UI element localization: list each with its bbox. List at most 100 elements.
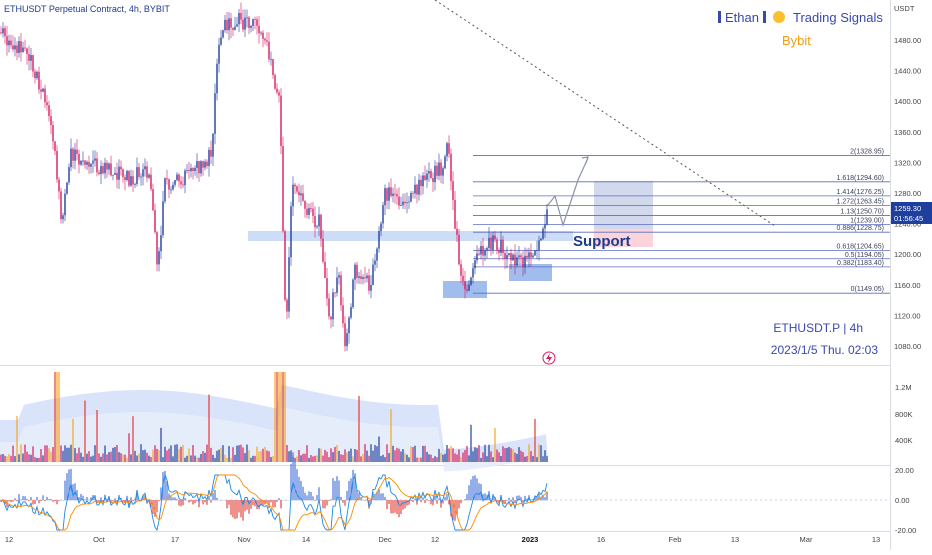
volume-bar	[218, 450, 219, 462]
oscillator-histogram-bar	[514, 500, 515, 503]
candle-body	[462, 276, 463, 281]
volume-bar	[64, 445, 65, 462]
oscillator-histogram-bar	[516, 496, 517, 500]
candle-body	[426, 174, 427, 180]
oscillator-histogram-bar	[322, 500, 323, 508]
oscillator-histogram-bar	[212, 493, 213, 500]
volume-bar	[62, 451, 63, 462]
volume-bar	[246, 445, 247, 462]
volume-bar	[118, 452, 119, 462]
candle-body	[282, 146, 283, 231]
volume-bar	[102, 453, 103, 462]
volume-bar	[72, 419, 73, 462]
candle-body	[130, 176, 131, 185]
candle-body	[344, 323, 345, 346]
candle-body	[500, 240, 501, 253]
volume-bar	[274, 372, 275, 462]
candle-body	[270, 59, 271, 60]
candle-body	[538, 240, 539, 250]
volume-bar	[522, 452, 523, 462]
lightning-icon[interactable]	[543, 352, 555, 364]
candle-body	[100, 166, 101, 174]
candle-body	[58, 179, 59, 191]
candle-body	[288, 257, 289, 311]
candle-body	[448, 143, 449, 154]
volume-bar	[224, 455, 225, 462]
candle-body	[144, 166, 145, 169]
volume-bar	[86, 454, 87, 462]
candle-body	[198, 161, 199, 173]
oscillator-histogram-bar	[48, 499, 49, 500]
volume-bar	[508, 447, 509, 462]
candle-body	[184, 170, 185, 185]
volume-bar	[472, 451, 473, 462]
candle-body	[80, 161, 81, 165]
volume-bar	[358, 396, 359, 462]
fib-label: 1.618(1294.60)	[837, 175, 884, 182]
candle-body	[132, 176, 133, 184]
volume-bar	[144, 450, 145, 462]
candle-body	[44, 89, 45, 103]
oscillator-histogram-bar	[64, 481, 65, 501]
candle-body	[354, 265, 355, 280]
volume-bar	[412, 447, 413, 462]
oscillator-histogram-bar	[318, 487, 319, 500]
volume-bar	[488, 445, 489, 462]
volume-bar	[482, 452, 483, 462]
volume-bar	[314, 456, 315, 462]
price-axis[interactable]: USDT 1480.001440.001400.001360.001320.00…	[894, 4, 921, 351]
candle-body	[408, 202, 409, 203]
volume-bar	[346, 452, 347, 462]
candle-body	[110, 164, 111, 176]
oscillator-histogram-bar	[12, 500, 13, 502]
volume-bar	[32, 446, 33, 462]
oscillator-histogram-bar	[380, 493, 381, 500]
volume-bar	[136, 456, 137, 462]
volume-bar	[376, 446, 377, 462]
volume-bar	[272, 456, 273, 462]
oscillator-histogram-bar	[466, 494, 467, 500]
volume-bar	[270, 457, 271, 462]
candle-body	[392, 194, 393, 196]
volume-bar	[316, 455, 317, 462]
candle-body	[498, 250, 499, 253]
candle-body	[154, 210, 155, 232]
volume-bar	[170, 445, 171, 462]
volume-bar	[16, 416, 17, 462]
oscillator-tick-label: 20.00	[895, 466, 914, 475]
volume-bar	[234, 455, 235, 462]
target-zone[interactable]	[594, 181, 653, 229]
oscillator-histogram-bar	[382, 493, 383, 500]
candle-body	[398, 197, 399, 206]
volume-bar	[148, 456, 149, 462]
price-tick-label: 1120.00	[894, 311, 921, 320]
candle-body	[372, 265, 373, 285]
candle-body	[68, 167, 69, 182]
oscillator-axis[interactable]: 20.000.00-20.00	[0, 466, 916, 535]
volume-bar	[458, 449, 459, 462]
volume-bar	[174, 445, 175, 462]
oscillator-histogram-bar	[348, 481, 349, 500]
price-tick-label: 1080.00	[894, 342, 921, 351]
oscillator-histogram-bar	[258, 500, 259, 509]
volume-bar	[178, 449, 179, 462]
candle-body	[368, 275, 369, 290]
volume-bar	[438, 449, 439, 462]
oscillator-histogram-bar	[334, 481, 335, 500]
legend-left-marker	[718, 11, 721, 23]
candle-body	[222, 30, 223, 37]
candle-body	[52, 125, 53, 141]
volume-bar	[378, 437, 379, 462]
volume-bar	[490, 451, 491, 462]
volume-bar	[268, 451, 269, 462]
oscillator-slow-line	[1, 475, 547, 530]
candle-body	[300, 193, 301, 195]
oscillator-histogram-bar	[436, 500, 437, 504]
oscillator-histogram-bar	[468, 485, 469, 500]
volume-bar	[288, 451, 289, 462]
volume-bar	[326, 452, 327, 462]
volume-bar	[286, 445, 287, 462]
